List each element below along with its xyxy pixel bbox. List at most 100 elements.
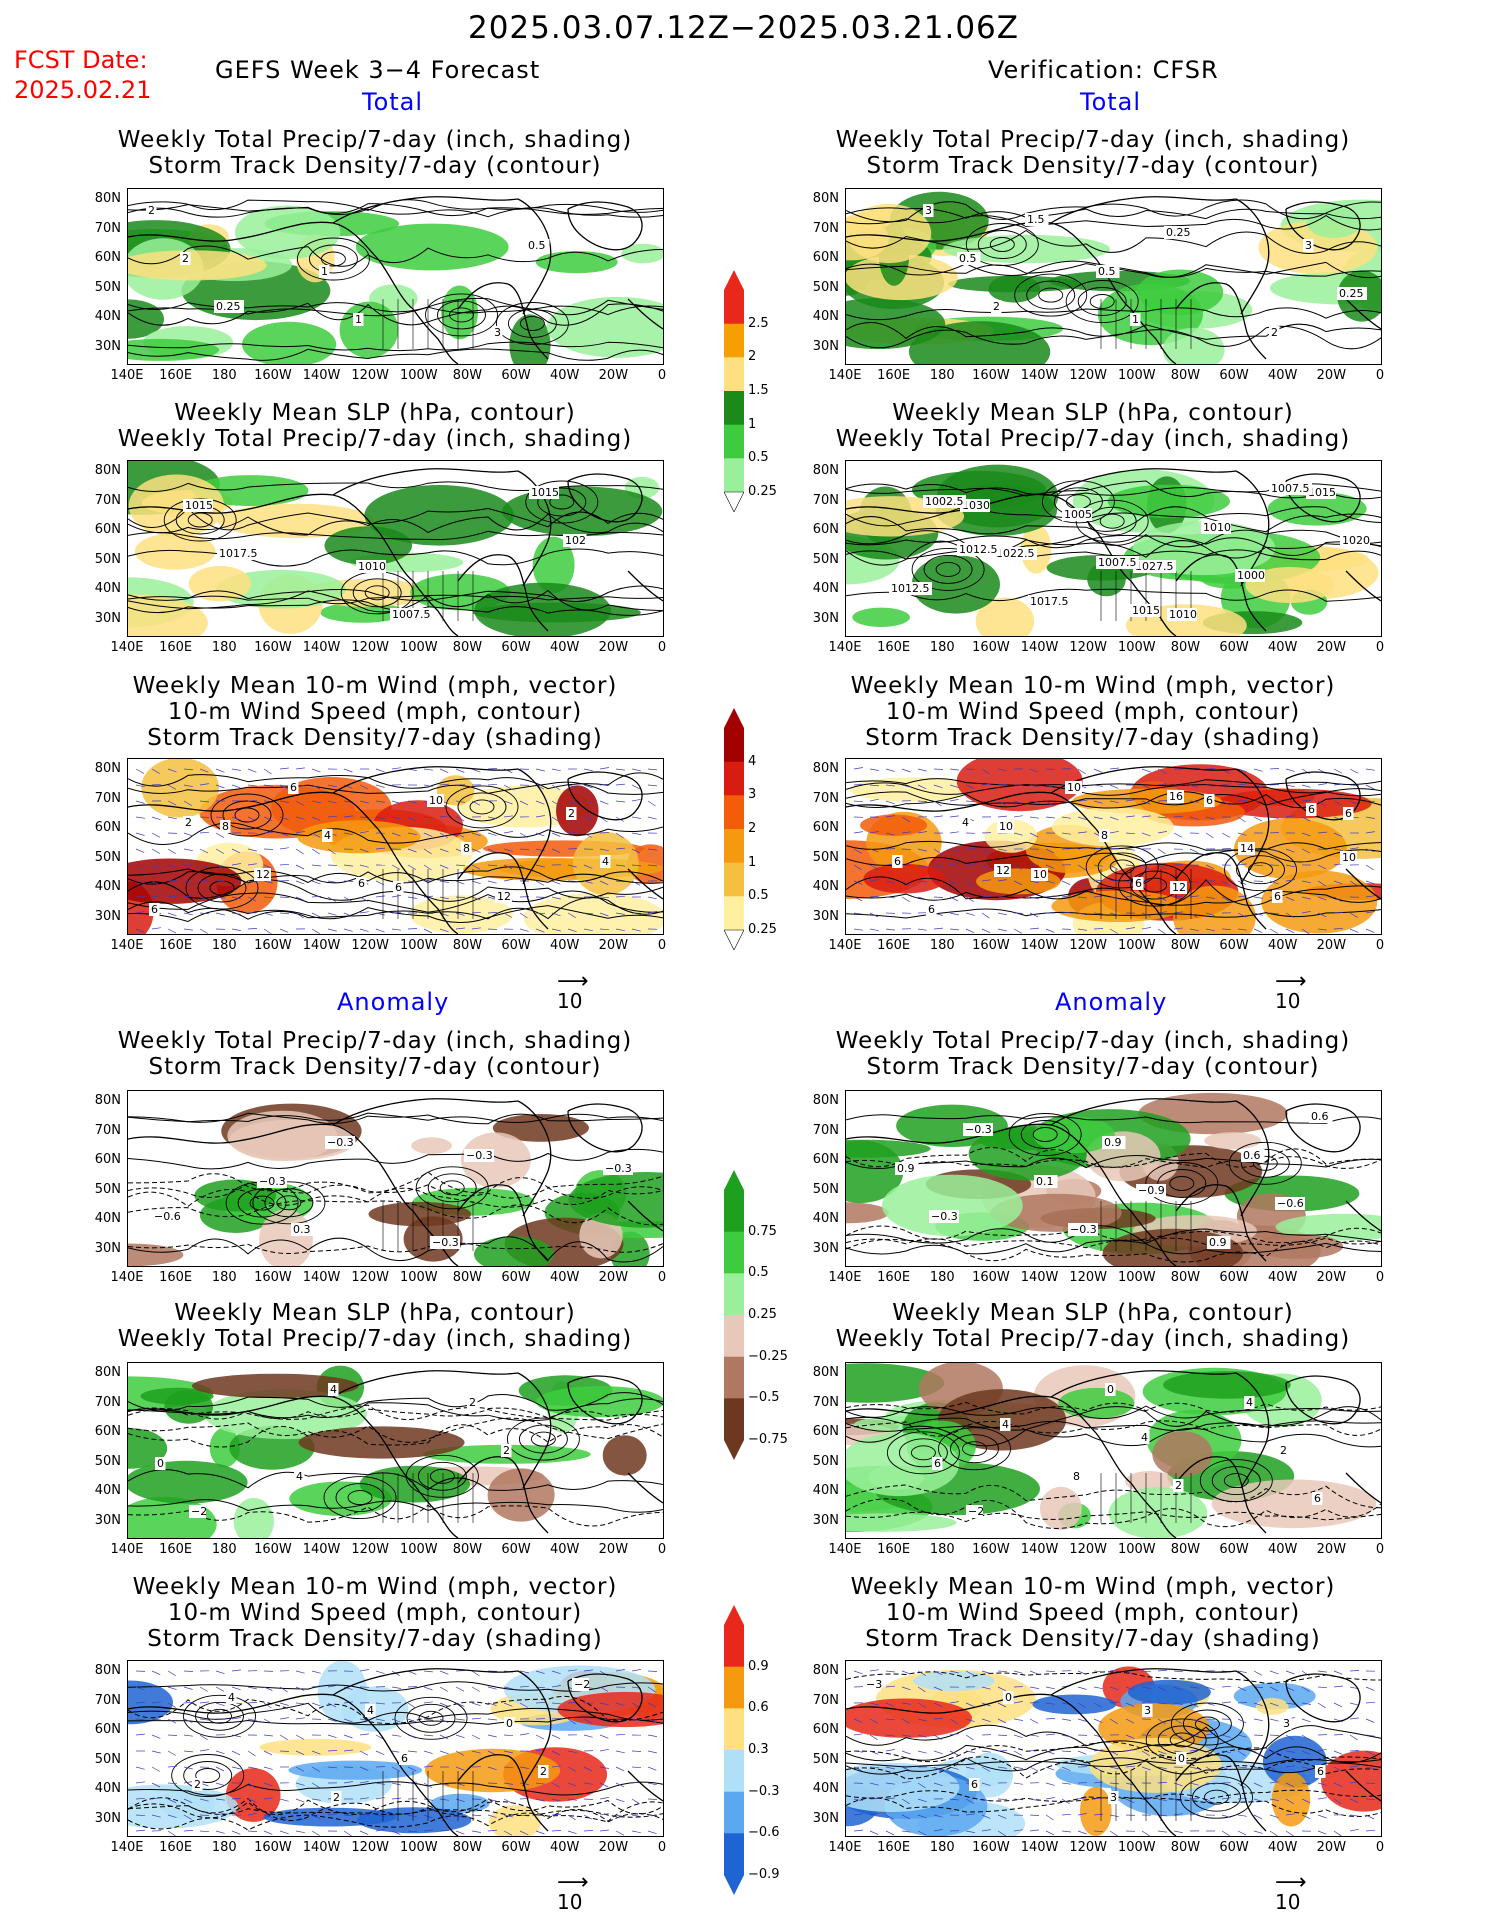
wind-vector (1109, 816, 1119, 821)
wind-vector (949, 815, 959, 818)
wind-vector (487, 783, 498, 786)
wind-vector (631, 928, 641, 932)
wind-vector (1269, 928, 1278, 934)
wind-vector (615, 1830, 625, 1836)
wind-vector (503, 1830, 513, 1836)
wind-vector (1253, 1750, 1262, 1757)
contour-line (846, 849, 1381, 866)
contour-label: 1015 (1308, 486, 1336, 499)
contour-label: 4 (324, 829, 331, 842)
colorbar-label: 0.6 (748, 1700, 769, 1716)
wind-vector (1333, 783, 1344, 786)
contour-line (846, 1743, 1381, 1764)
coastline (332, 1668, 519, 1696)
lat-label: 70N (94, 1122, 121, 1138)
wind-vector (869, 912, 879, 918)
wind-vector (885, 784, 895, 787)
contour-label: 6 (290, 781, 297, 794)
colorbar-label: −0.75 (748, 1432, 788, 1447)
wind-vector (997, 928, 1007, 932)
lon-label: 180 (211, 1270, 237, 1285)
shade-blob (860, 814, 928, 836)
lon-label: 0 (657, 1270, 667, 1285)
wind-vector (407, 928, 418, 930)
wind-vector (279, 1734, 288, 1740)
wind-vector (1157, 1702, 1168, 1705)
contour-label: 6 (1135, 877, 1142, 890)
contour-line (846, 1240, 1381, 1255)
wind-vector (551, 1798, 561, 1802)
wind-vector (1093, 784, 1103, 787)
wind-vector (215, 1782, 225, 1786)
coastline (517, 198, 552, 315)
wind-vector (853, 864, 862, 871)
wind-vector (247, 1812, 257, 1816)
wind-vector (1285, 1765, 1295, 1768)
contour-label-bg (291, 1223, 315, 1236)
contour-label-bg (288, 781, 299, 794)
wind-vector (519, 800, 529, 806)
wind-vector (1093, 816, 1103, 820)
contour-label: 6 (1274, 890, 1281, 903)
wind-vector (295, 848, 304, 855)
wind-vector (1333, 1830, 1342, 1836)
wind-vector (135, 1718, 145, 1721)
lon-label: 100W (1117, 1542, 1156, 1557)
wind-vector (359, 1813, 369, 1816)
wind-vector (583, 1798, 594, 1800)
wind-vector (151, 783, 162, 786)
wind-vector (1221, 1797, 1231, 1800)
wind-vector (1125, 1702, 1135, 1707)
contour-ring (1014, 273, 1088, 317)
wind-vector (423, 928, 433, 934)
wind-vector (199, 800, 209, 803)
wind-vector (519, 848, 530, 851)
lon-label: 120W (1069, 368, 1107, 383)
lon-label: 120W (351, 1840, 389, 1855)
wind-vector (1077, 912, 1087, 916)
contour-line (846, 1420, 1381, 1432)
colorbar-storm_total (724, 708, 744, 950)
wind-vector (1333, 1798, 1342, 1805)
contour-ring (1085, 845, 1159, 889)
wind-vector (1093, 1749, 1103, 1752)
wind-vector (295, 1670, 305, 1674)
shade-blob (204, 1389, 367, 1440)
panel-title-v_ano_slp-2: Weekly Total Precip/7-day (inch, shading… (835, 1326, 1351, 1352)
wind-vector (901, 1718, 910, 1724)
lon-label: 80W (452, 368, 483, 383)
lon-label: 160E (159, 1840, 193, 1855)
lon-label: 140E (110, 938, 144, 953)
map-panel-v_tot_slp: 1030 1027.5 1015 1022.5 1010 1020 1017.5 1010 10… (845, 460, 1382, 637)
wind-vector (279, 832, 289, 837)
panel-title-f_ano_precip-1: Weekly Total Precip/7-day (inch, shading… (117, 1028, 633, 1054)
lon-label: 160E (877, 1840, 911, 1855)
wind-vector (1285, 815, 1295, 818)
wind-vector (1029, 1798, 1039, 1801)
wind-vector (1077, 768, 1086, 775)
contour-label-bg (1207, 1236, 1231, 1249)
wind-vector (647, 911, 657, 914)
vector-reference: ⟶ 10 (557, 1872, 589, 1915)
wind-vector (391, 1686, 401, 1689)
wind-vector (1173, 1718, 1182, 1724)
wind-vector (917, 864, 927, 868)
shade-blob (846, 1698, 972, 1738)
contour-label: 2 (333, 1791, 340, 1804)
wind-vector (1093, 864, 1103, 867)
contour-ring (347, 1490, 373, 1506)
wind-vector (1221, 928, 1232, 930)
coastline (1095, 1160, 1177, 1266)
wind-vector (1077, 831, 1087, 834)
contour-label: 6 (151, 903, 158, 916)
wind-vector (135, 816, 145, 819)
wind-vector (933, 815, 943, 818)
coastline (627, 1472, 663, 1504)
wind-vector (375, 1750, 385, 1756)
contour-line (846, 1238, 1381, 1263)
wind-vector (151, 832, 161, 838)
coastline (1345, 868, 1381, 900)
wind-vector (471, 911, 482, 914)
